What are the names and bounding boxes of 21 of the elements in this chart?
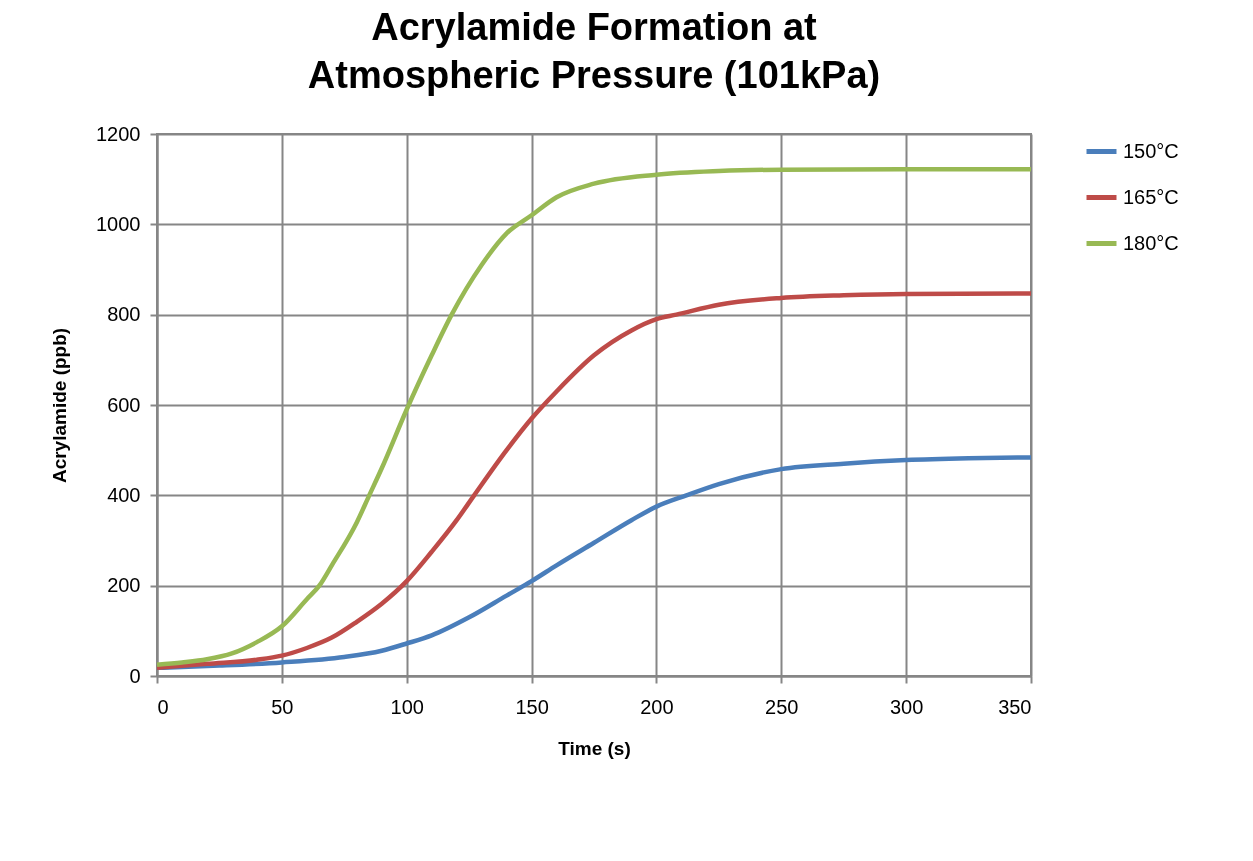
y-tick-label: 1000 bbox=[96, 212, 141, 235]
x-tick-label: 0 bbox=[157, 695, 169, 718]
legend-label: 150°C bbox=[1123, 139, 1179, 162]
chart-title: Acrylamide Formation at Atmospheric Pressure (101kPa) bbox=[307, 6, 881, 96]
y-tick-label: 800 bbox=[107, 303, 141, 326]
x-tick-label: 300 bbox=[889, 695, 924, 718]
y-tick-label: 600 bbox=[107, 393, 141, 416]
x-tick-label: 50 bbox=[271, 695, 294, 718]
legend-label: 180°C bbox=[1123, 231, 1179, 254]
x-axis-title: Time (s) bbox=[558, 737, 631, 759]
y-tick-label: 400 bbox=[107, 483, 141, 506]
x-tick-label: 350 bbox=[998, 695, 1032, 718]
x-tick-label: 250 bbox=[765, 695, 799, 718]
y-tick-label: 200 bbox=[107, 574, 141, 597]
y-tick-label: 0 bbox=[129, 664, 141, 687]
legend-label: 165°C bbox=[1123, 185, 1179, 208]
x-tick-label: 150 bbox=[515, 695, 549, 718]
y-tick-label: 1200 bbox=[96, 122, 141, 145]
x-tick-label: 200 bbox=[640, 695, 674, 718]
x-tick-label: 100 bbox=[390, 695, 424, 718]
y-axis-title: Acrylamide (ppb) bbox=[49, 327, 71, 484]
